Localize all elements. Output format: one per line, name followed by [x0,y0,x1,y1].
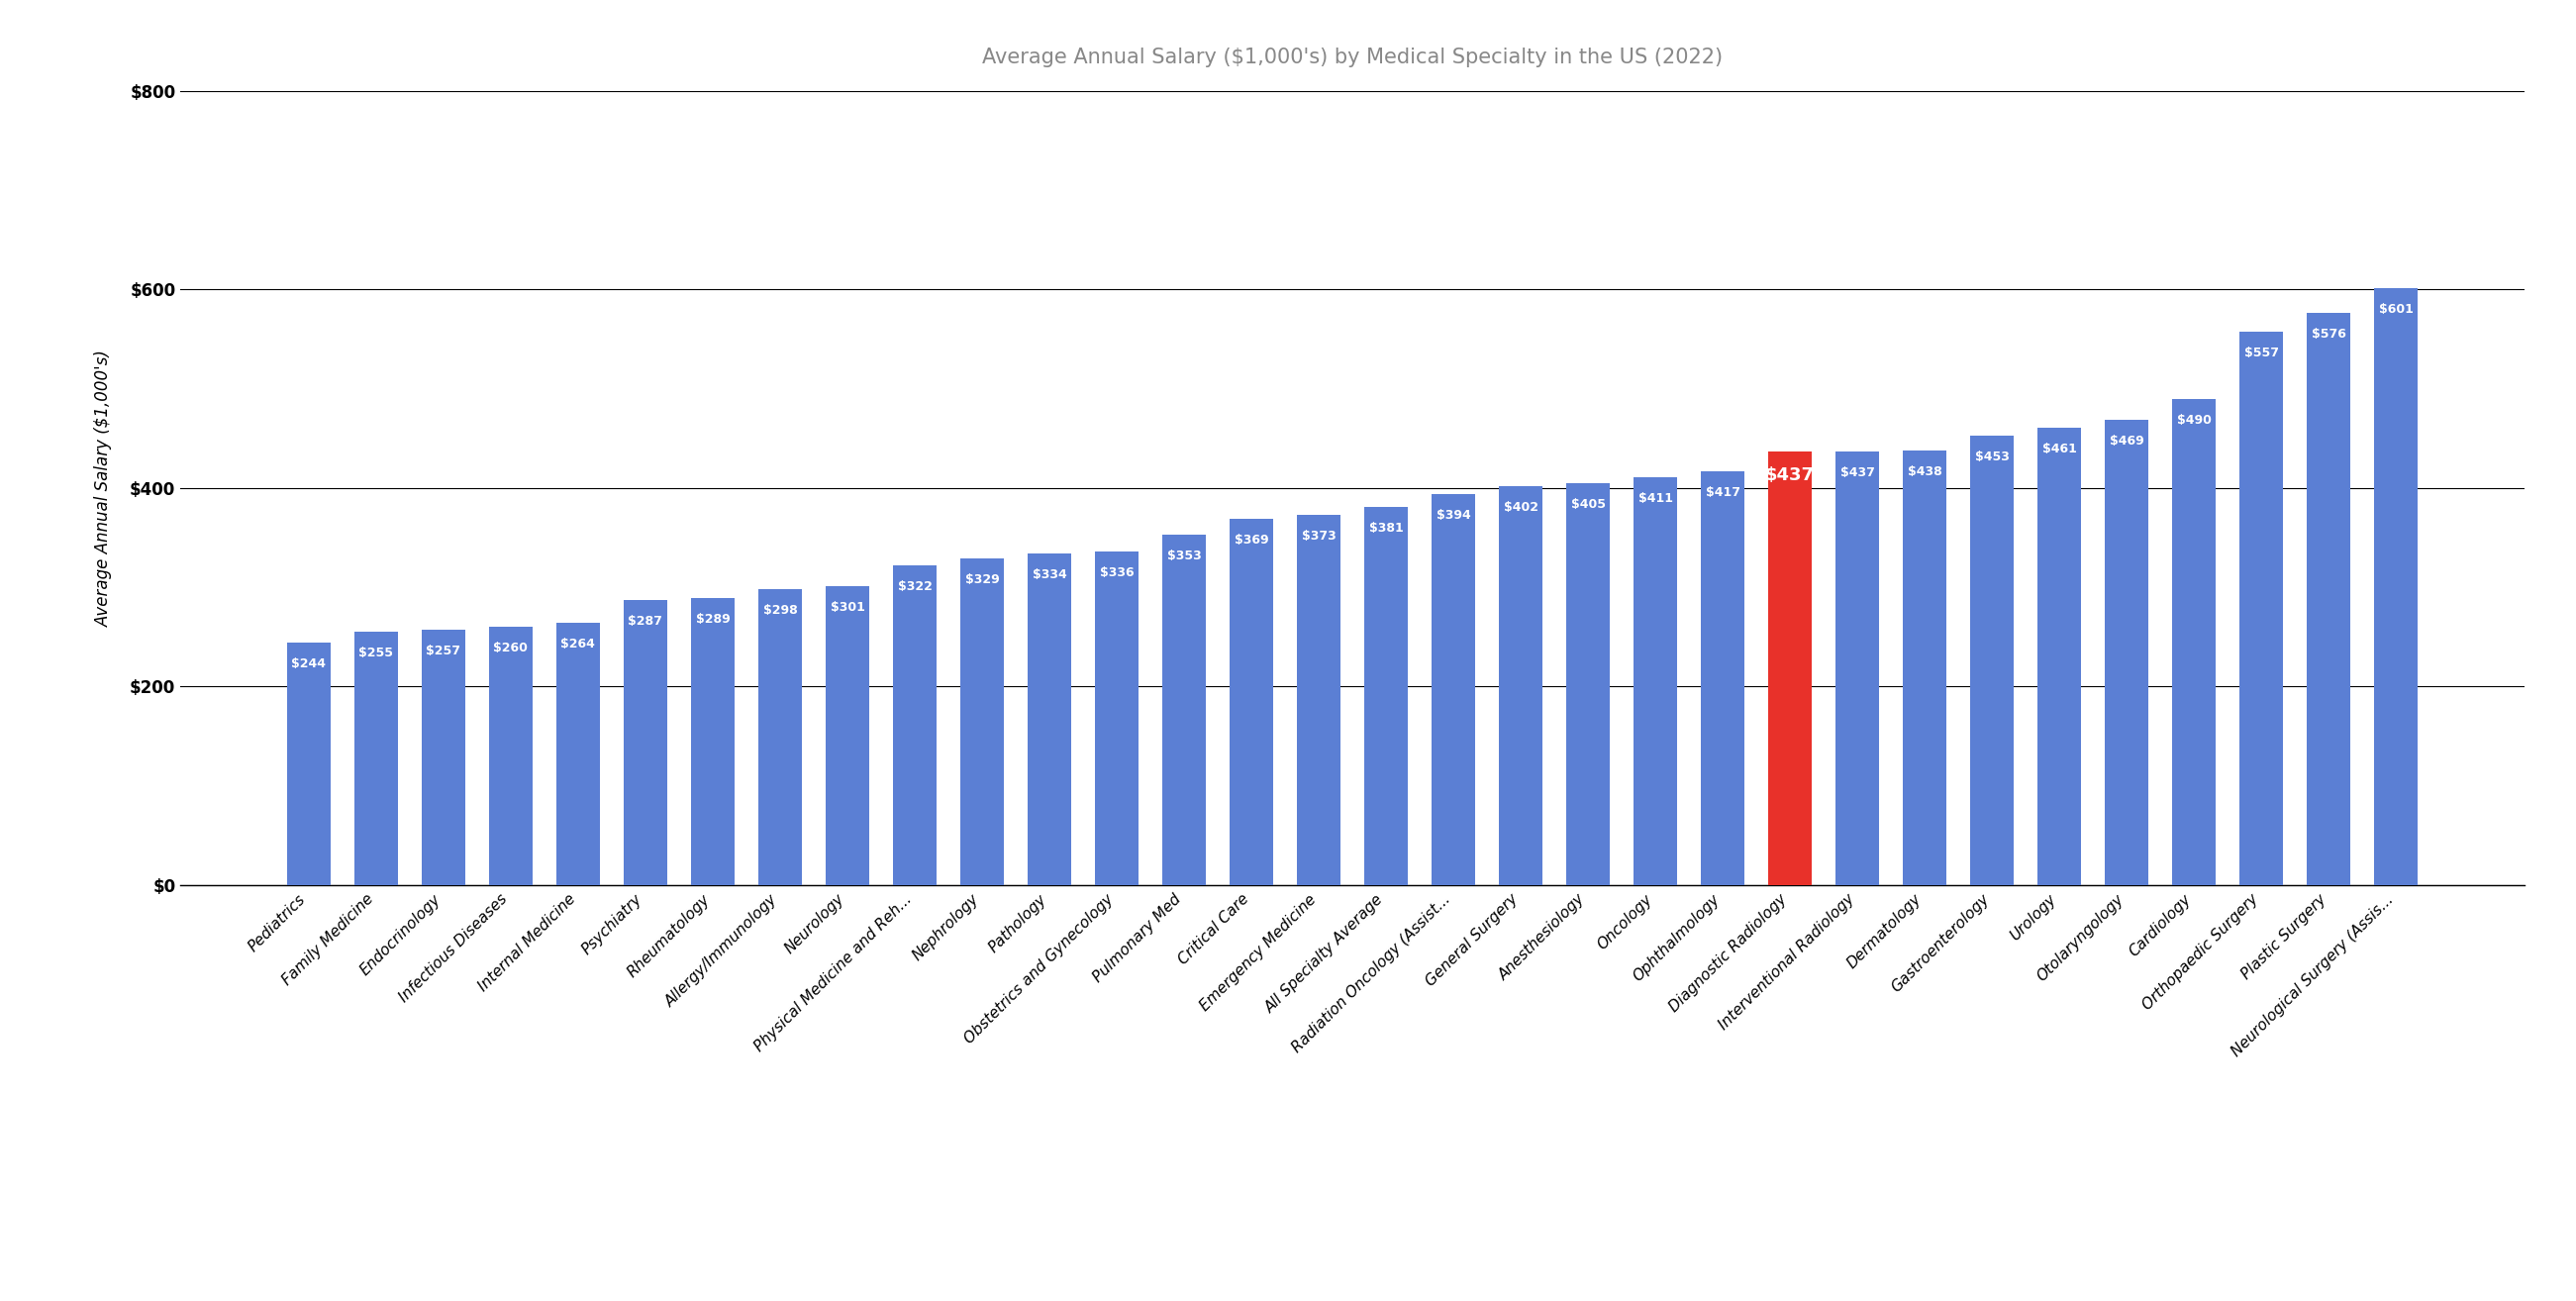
Text: $264: $264 [562,637,595,650]
Bar [1700,471,1744,885]
Text: $453: $453 [1976,450,2009,463]
Bar [556,623,600,885]
Text: $322: $322 [896,580,933,593]
Bar [2038,427,2081,885]
Bar [1432,494,1476,885]
Bar [1904,450,1947,885]
Bar [1566,483,1610,885]
Bar [623,600,667,885]
Bar [757,589,801,885]
Text: $336: $336 [1100,566,1133,579]
Text: $437: $437 [1765,466,1816,484]
Text: $469: $469 [2110,435,2143,448]
Bar [1229,519,1273,885]
Title: Average Annual Salary ($1,000's) by Medical Specialty in the US (2022): Average Annual Salary ($1,000's) by Medi… [981,48,1723,68]
Text: $490: $490 [2177,414,2210,427]
Text: $411: $411 [1638,492,1672,505]
Text: $289: $289 [696,613,729,626]
Bar [1095,552,1139,885]
Text: $369: $369 [1234,533,1267,546]
Text: $260: $260 [495,641,528,654]
Text: $257: $257 [425,644,461,657]
Text: $301: $301 [829,601,866,614]
Text: $381: $381 [1368,522,1404,535]
Text: $417: $417 [1705,485,1739,498]
Text: $461: $461 [2043,442,2076,455]
Bar [1028,553,1072,885]
Bar [824,585,868,885]
Text: $373: $373 [1301,530,1337,543]
Text: $601: $601 [2378,303,2414,316]
Bar [2308,314,2349,885]
Text: $437: $437 [1839,466,1875,479]
Text: $255: $255 [358,647,394,660]
Bar [2105,419,2148,885]
Text: $438: $438 [1906,464,1942,477]
Y-axis label: Average Annual Salary ($1,000's): Average Annual Salary ($1,000's) [95,350,113,626]
Bar [489,627,533,885]
Text: $576: $576 [2311,328,2347,341]
Bar [894,565,938,885]
Bar [1837,451,1880,885]
Bar [2375,289,2419,885]
Text: $353: $353 [1167,549,1200,562]
Text: $244: $244 [291,657,327,670]
Bar [1633,477,1677,885]
Bar [961,558,1005,885]
Text: $329: $329 [966,574,999,585]
Text: $287: $287 [629,615,662,627]
Text: $334: $334 [1033,569,1066,582]
Text: $557: $557 [2244,347,2280,360]
Text: $394: $394 [1437,509,1471,522]
Text: $298: $298 [762,604,799,617]
Bar [1162,535,1206,885]
Bar [1767,451,1811,885]
Bar [422,630,466,885]
Bar [2239,332,2282,885]
Bar [355,632,397,885]
Bar [1499,485,1543,885]
Text: $405: $405 [1571,498,1605,511]
Bar [1971,436,2014,885]
Bar [1365,506,1409,885]
Bar [690,598,734,885]
Bar [2172,398,2215,885]
Bar [286,643,330,885]
Bar [1296,515,1340,885]
Text: $402: $402 [1504,501,1538,514]
